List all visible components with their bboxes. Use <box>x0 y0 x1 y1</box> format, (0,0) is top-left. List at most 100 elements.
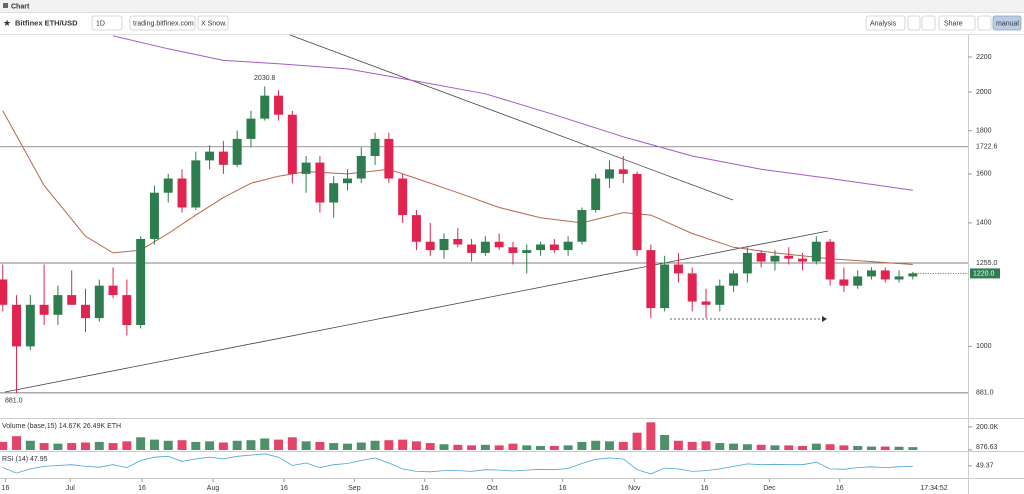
candle-body <box>715 285 725 305</box>
volume-bar <box>453 444 463 450</box>
candle-body <box>894 276 904 280</box>
candle-body <box>453 238 463 245</box>
interval-button[interactable] <box>91 15 123 31</box>
volume-legend: Volume (base,15) 14.67K 26.49K ETH <box>2 423 121 430</box>
volume-bar <box>729 443 739 450</box>
candle-body <box>467 244 477 253</box>
mode-button[interactable] <box>992 15 1022 31</box>
draw-button[interactable] <box>921 15 936 31</box>
volume-bar <box>81 442 90 450</box>
level-label: 881.0 <box>976 390 994 397</box>
rsi-legend: RSI (14) 47.95 <box>2 456 48 463</box>
star-icon[interactable]: ★ <box>3 18 11 28</box>
candle-body <box>549 244 559 251</box>
volume-bar <box>798 445 808 450</box>
candle-body <box>39 304 49 315</box>
volume-bar <box>205 441 215 450</box>
expand-button[interactable] <box>977 15 992 31</box>
volume-bar <box>522 445 532 450</box>
candle-body <box>205 151 215 161</box>
candle-body <box>784 255 794 259</box>
annotation: 881.0 <box>5 398 23 405</box>
volume-bar <box>274 439 284 450</box>
candle-body <box>908 273 918 277</box>
volume-bar <box>701 441 711 450</box>
volume-bar <box>246 440 256 450</box>
candle-body <box>329 183 339 203</box>
candle-body <box>853 276 863 286</box>
volume-bar <box>839 445 849 450</box>
volume-bar <box>825 444 835 450</box>
candle-body <box>246 118 256 139</box>
candle-body <box>701 301 711 305</box>
link: trading.bitfinex.com <box>133 20 194 27</box>
candle-body <box>798 258 808 262</box>
volume-bar <box>425 443 435 450</box>
volume-bar <box>177 440 187 450</box>
volume-bar <box>494 445 504 450</box>
candle-body <box>12 304 22 347</box>
candle-body <box>880 270 890 280</box>
candle-body <box>866 270 876 277</box>
share-button[interactable] <box>938 15 976 31</box>
symbol[interactable]: Bitfinex ETH/USD <box>15 18 78 27</box>
candle-body <box>756 252 766 262</box>
y-tick-label: 1600 <box>976 171 992 178</box>
candle-body <box>108 285 118 296</box>
candle-body <box>163 178 173 193</box>
analysis-button[interactable] <box>865 15 906 31</box>
x-tick-label: 16 <box>138 485 146 492</box>
volume-bar <box>122 441 132 450</box>
volume-bar <box>370 440 380 450</box>
candle-body <box>356 155 366 179</box>
candle-body <box>301 162 311 174</box>
interval: 1D <box>96 20 105 27</box>
analysis: Analysis <box>870 20 897 27</box>
candle-body <box>480 241 490 253</box>
x-tick-label: Aug <box>207 485 220 492</box>
volume-bar <box>260 438 270 450</box>
candle-body <box>687 273 697 302</box>
candle-body <box>218 151 228 165</box>
volume-bar <box>439 444 449 450</box>
candle-body <box>232 138 242 165</box>
volume-bar <box>0 441 8 450</box>
bars-button[interactable] <box>907 15 921 31</box>
candle-body <box>149 192 159 239</box>
volume-bar <box>742 444 752 450</box>
volume-bar <box>25 440 35 450</box>
volume-bar <box>191 441 201 450</box>
volume-bar <box>39 443 49 450</box>
link-button[interactable] <box>129 15 196 31</box>
x-tick-label: Sep <box>348 485 361 492</box>
y-tick-label: 2000 <box>976 89 992 96</box>
candle-body <box>632 173 642 251</box>
candle-body <box>398 178 408 216</box>
title-bar <box>0 0 1024 12</box>
volume-bar <box>811 443 821 450</box>
candle-body <box>742 252 752 274</box>
candle-body <box>494 241 504 248</box>
candle-body <box>673 264 683 274</box>
candle-body <box>53 295 63 315</box>
y-tick-label: 2200 <box>976 54 992 61</box>
volume-bar <box>908 447 918 450</box>
x-tick-label: Dec <box>763 485 776 492</box>
candle-body <box>577 210 587 242</box>
last-price-box <box>970 268 1000 279</box>
snow-button[interactable] <box>197 15 229 31</box>
volume-bar <box>508 443 518 450</box>
candle-body <box>839 279 849 286</box>
candle-body <box>591 178 601 211</box>
candle-body <box>384 138 394 179</box>
trend-line <box>4 230 829 393</box>
volume-bar <box>866 446 876 450</box>
x-tick-label: 16 <box>559 485 567 492</box>
volume-bar <box>53 443 63 450</box>
candle-body <box>370 138 380 156</box>
candle-body <box>508 247 518 253</box>
candle-body <box>177 178 187 208</box>
volume-bar <box>232 440 242 450</box>
candle-body <box>191 160 201 208</box>
candle-body <box>0 279 8 305</box>
